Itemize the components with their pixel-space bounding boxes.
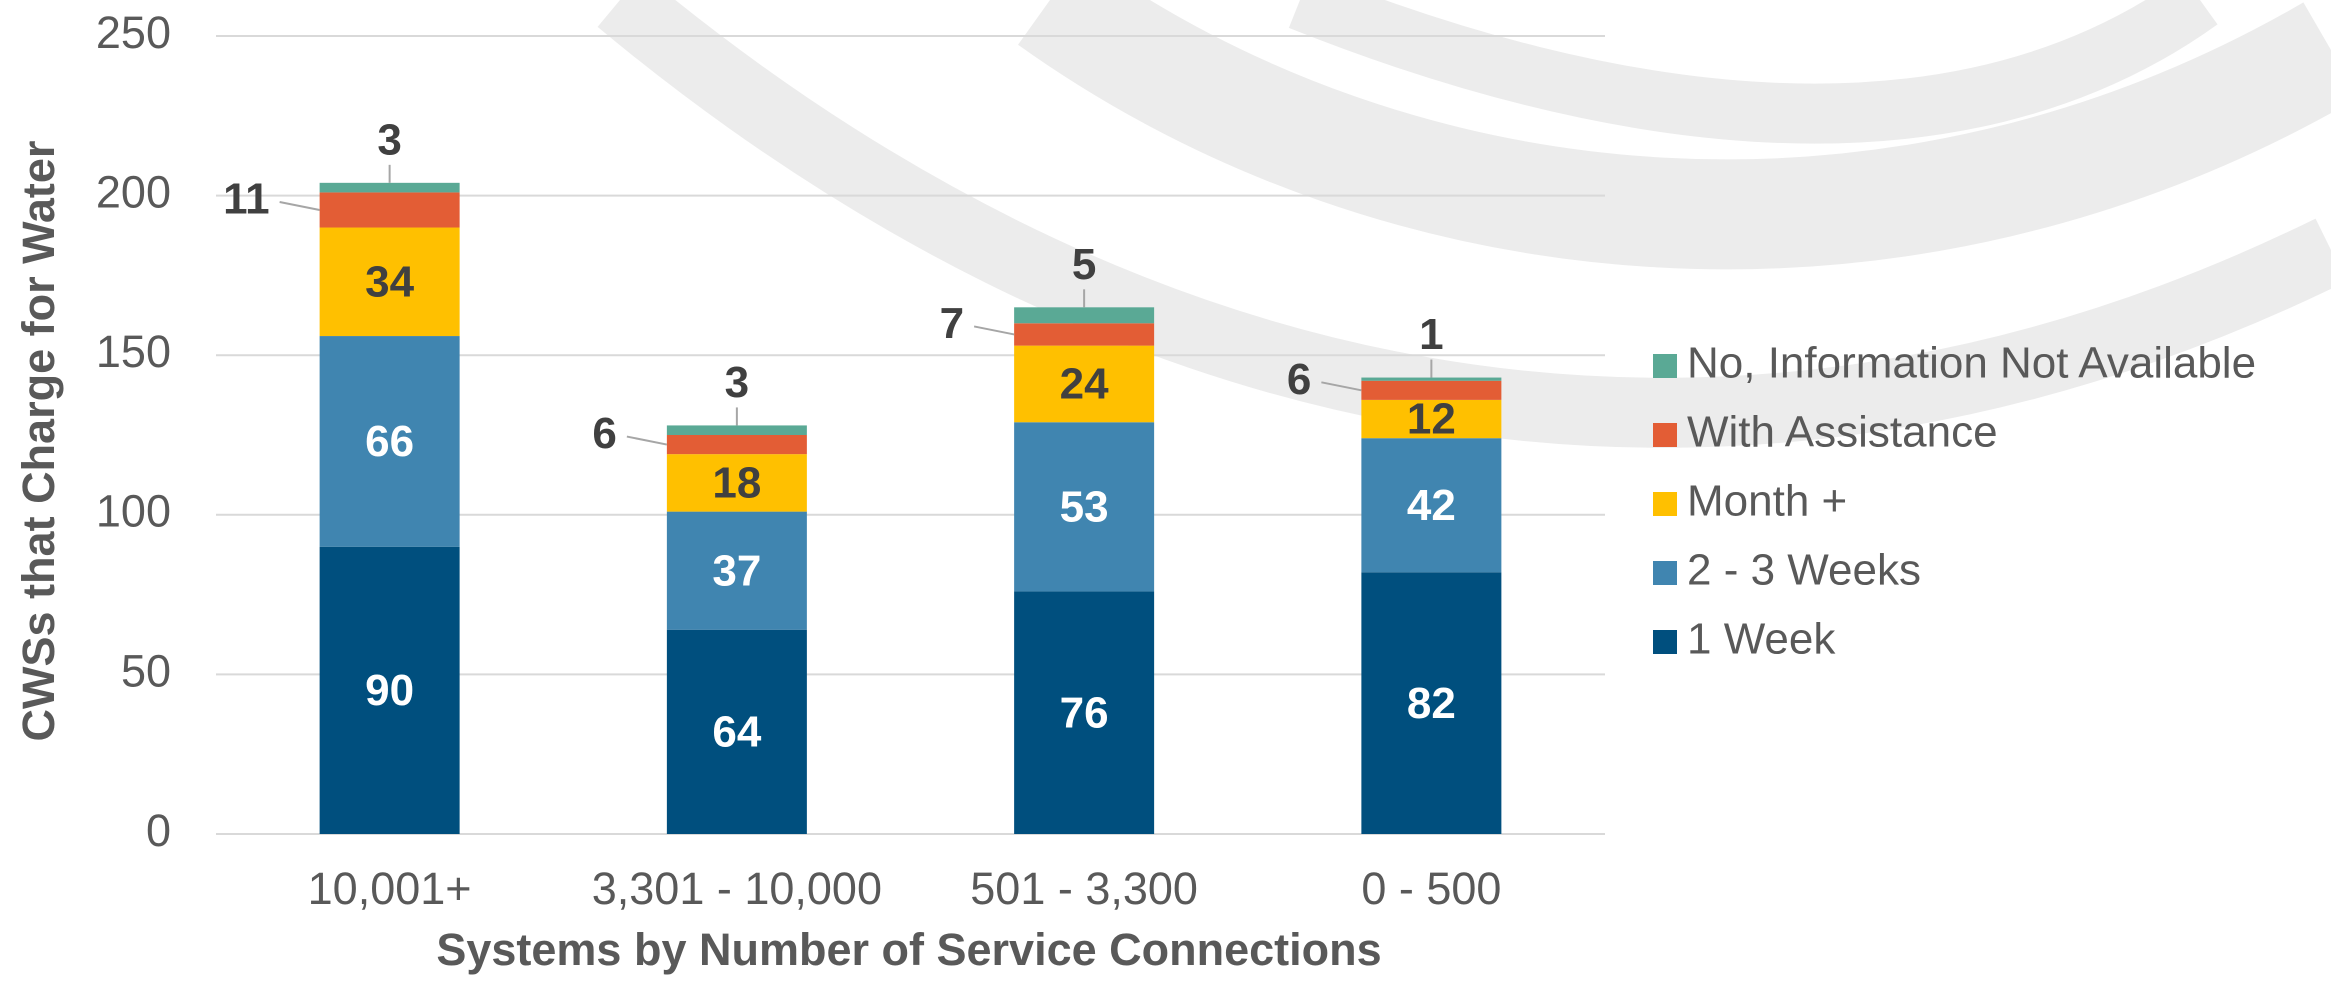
bar-segment	[1014, 591, 1155, 834]
y-tick-label: 0	[146, 805, 171, 856]
bar-segment	[319, 182, 460, 193]
value-label: 3	[725, 358, 749, 407]
legend-swatch	[1653, 561, 1677, 585]
value-label: 53	[1060, 482, 1109, 531]
bar-segment	[1014, 323, 1155, 346]
value-label: 11	[223, 175, 270, 224]
x-tick-label: 0 - 500	[1361, 863, 1501, 914]
value-label: 37	[712, 546, 761, 595]
bar-segment	[1361, 399, 1502, 439]
bar-segment	[1014, 307, 1155, 324]
value-label: 6	[592, 409, 616, 458]
bar-segment	[1361, 377, 1502, 381]
bar-segment	[666, 435, 807, 455]
value-label: 34	[365, 257, 414, 306]
bar-segment	[666, 454, 807, 512]
legend-swatch	[1653, 630, 1677, 654]
value-label: 7	[940, 299, 964, 348]
value-label: 66	[365, 417, 414, 466]
bar-segment	[1014, 422, 1155, 592]
value-label: 42	[1407, 481, 1456, 530]
legend-label: 1 Week	[1687, 615, 1836, 664]
bar-segment	[666, 511, 807, 630]
value-label: 64	[712, 707, 761, 756]
legend-label: With Assistance	[1687, 408, 1998, 457]
bar-segment	[319, 546, 460, 834]
y-tick-label: 50	[121, 645, 171, 696]
x-tick-label: 3,301 - 10,000	[592, 863, 882, 914]
legend-label: No, Information Not Available	[1687, 339, 2256, 388]
leader-line	[626, 435, 668, 446]
y-tick-label: 250	[96, 7, 171, 58]
y-tick-label: 150	[96, 326, 171, 377]
legend-swatch	[1653, 492, 1677, 516]
legend-label: 2 - 3 Weeks	[1687, 546, 1921, 595]
y-tick-label: 200	[96, 166, 171, 217]
value-label: 1	[1419, 310, 1443, 359]
leader-line	[1321, 381, 1362, 392]
bar-segment	[666, 629, 807, 834]
bar-segment	[1361, 438, 1502, 573]
bar-segment	[666, 425, 807, 435]
bar-segment	[319, 227, 460, 337]
x-tick-label: 501 - 3,300	[970, 863, 1198, 914]
bar-segment	[319, 336, 460, 547]
value-label: 6	[1287, 355, 1311, 404]
legend-swatch	[1653, 354, 1677, 378]
x-axis-title: Systems by Number of Service Connections	[436, 924, 1381, 975]
x-tick-label: 10,001+	[308, 863, 472, 914]
bar-segment	[1361, 380, 1502, 400]
leader-line	[279, 200, 320, 211]
value-label: 24	[1060, 360, 1109, 409]
legend-label: Month +	[1687, 477, 1847, 526]
y-axis-title: CWSs that Charge for Water	[13, 141, 64, 742]
value-label: 3	[377, 115, 401, 164]
bar-segment	[319, 192, 460, 228]
y-tick-label: 100	[96, 486, 171, 537]
value-label: 5	[1072, 240, 1096, 289]
value-label: 82	[1407, 679, 1456, 728]
bar-segment	[1014, 345, 1155, 423]
value-label: 90	[365, 666, 414, 715]
value-label: 12	[1407, 395, 1456, 444]
value-label: 76	[1060, 688, 1109, 737]
value-label: 18	[712, 459, 761, 508]
leader-line	[973, 325, 1015, 336]
legend-swatch	[1653, 423, 1677, 447]
bar-segment	[1361, 572, 1502, 834]
